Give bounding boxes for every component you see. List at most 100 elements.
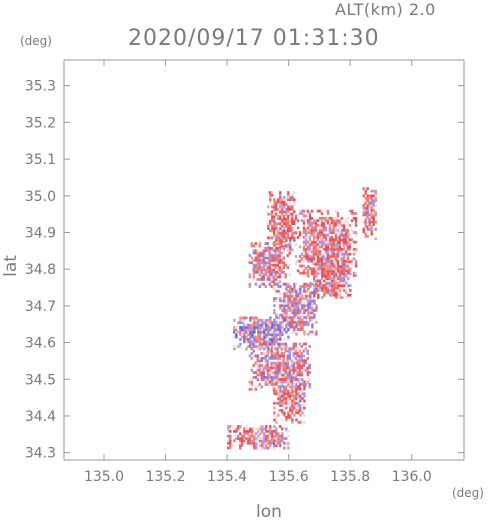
echo-cell [316,231,320,234]
echo-cell [362,220,365,224]
echo-cell [333,260,336,264]
echo-cell [335,289,338,292]
echo-cell [313,279,316,283]
echo-cell [281,241,284,245]
echo-cell [257,429,260,433]
echo-cell [341,262,344,266]
echo-cell [372,211,375,214]
echo-cell [314,243,318,246]
echo-cell [280,373,283,377]
echo-cell [302,364,305,367]
echo-cell [245,347,248,351]
echo-cell [340,228,344,232]
echo-cell [286,376,289,379]
echo-cell [290,349,293,353]
echo-cell [257,335,260,339]
echo-cell [333,272,336,276]
echo-cell [257,338,260,341]
echo-cell [302,245,306,249]
echo-cell [348,245,352,249]
echo-cell [258,263,261,267]
echo-cell [283,234,286,237]
echo-cell [258,285,261,288]
echo-cell [262,373,265,377]
echo-cell [305,323,308,327]
echo-cell [316,243,320,246]
echo-cell [282,270,285,274]
echo-cell [267,318,270,322]
echo-cell [327,291,330,295]
echo-cell [259,321,262,325]
echo-cell [319,279,322,283]
echo-cell [277,326,280,329]
echo-cell [366,227,369,231]
echo-cell [276,364,279,367]
echo-cell [272,275,275,279]
echo-cell [270,376,273,379]
echo-cell [273,418,276,422]
echo-cell [285,325,288,329]
echo-cell [347,279,350,283]
echo-cell [271,437,274,440]
echo-cell [255,446,258,450]
echo-cell [311,297,314,300]
echo-cell [339,291,342,295]
echo-cell [326,219,330,223]
echo-cell [308,231,312,234]
echo-cell [298,212,302,215]
echo-cell [364,192,367,195]
echo-cell [239,338,242,341]
echo-cell [334,247,338,251]
echo-cell [271,191,274,194]
echo-cell [261,425,264,428]
echo-cell [243,316,246,320]
echo-cell [329,279,332,283]
echo-cell [298,356,301,360]
echo-cell [272,342,275,346]
echo-cell [300,354,303,358]
echo-cell [306,373,309,377]
echo-cell [285,437,288,440]
echo-cell [256,270,259,274]
echo-cell [317,286,320,290]
echo-cell [342,236,346,239]
echo-cell [343,262,346,266]
echo-cell [319,286,322,290]
echo-cell [304,368,307,372]
echo-cell [322,221,326,225]
echo-cell [271,227,274,230]
echo-cell [317,289,320,292]
echo-cell [259,432,262,436]
echo-cell [281,229,284,233]
echo-cell [293,399,296,403]
echo-cell [289,231,292,235]
echo-cell [374,192,377,195]
echo-cell [277,413,280,417]
echo-cell [324,259,328,263]
echo-cell [281,325,284,329]
echo-cell [287,397,290,400]
echo-cell [285,385,288,388]
echo-cell [339,279,342,283]
echo-cell [306,380,309,384]
echo-cell [304,252,308,256]
y-ticks: 34.334.434.534.634.734.834.935.035.135.2… [25,79,464,462]
echo-cell [274,366,277,370]
echo-cell [306,356,309,360]
echo-cell [278,270,281,274]
echo-cell [364,206,367,210]
echo-cell [303,385,306,388]
echo-cell [262,278,265,281]
echo-cell [299,404,302,407]
echo-cell [287,416,290,419]
echo-cell [268,380,271,384]
echo-cell [293,311,296,315]
echo-cell [307,332,310,336]
echo-cell [325,277,328,280]
echo-cell [266,278,269,281]
echo-cell [335,274,338,278]
echo-cell [323,267,326,271]
echo-cell [308,228,312,232]
echo-cell [276,258,279,262]
echo-cell [293,301,296,305]
